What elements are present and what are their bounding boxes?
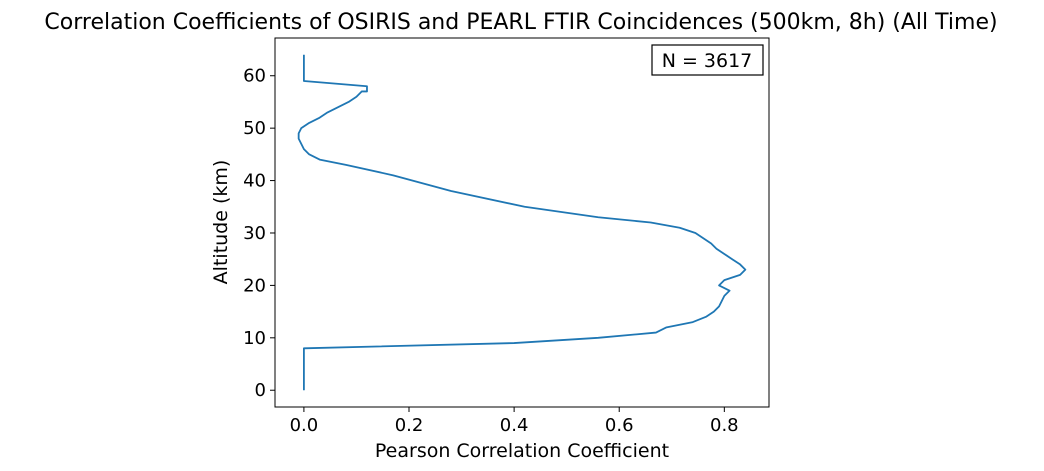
y-tick-label: 0 (255, 380, 266, 401)
x-tick-label: 0.0 (290, 415, 319, 436)
annotation-frame (651, 44, 764, 76)
x-tick-label: 0.2 (395, 415, 424, 436)
axes-frame (274, 37, 770, 408)
x-tick-label: 0.4 (500, 415, 529, 436)
x-tick-label: 0.6 (605, 415, 634, 436)
x-axis-label: Pearson Correlation Coefficient (375, 440, 669, 462)
x-axis: 0.0 0.2 0.4 0.6 0.8 (290, 407, 739, 436)
y-tick-label: 20 (243, 275, 266, 296)
series-line (297, 54, 747, 391)
y-tick-label: 10 (243, 328, 266, 349)
y-tick-label: 30 (243, 223, 266, 244)
y-tick-label: 40 (243, 171, 266, 192)
annotation-text: N = 3617 (662, 50, 753, 72)
y-tick-label: 50 (243, 118, 266, 139)
y-axis-label: Altitude (km) (210, 160, 232, 285)
x-tick-label: 0.8 (710, 415, 739, 436)
y-tick-label: 60 (243, 66, 266, 87)
y-axis: 0 10 20 30 40 50 60 (243, 66, 275, 401)
annotation-box: N = 3617 (651, 44, 764, 76)
plot-area (274, 37, 770, 408)
chart-title: Correlation Coefficients of OSIRIS and P… (44, 10, 997, 35)
